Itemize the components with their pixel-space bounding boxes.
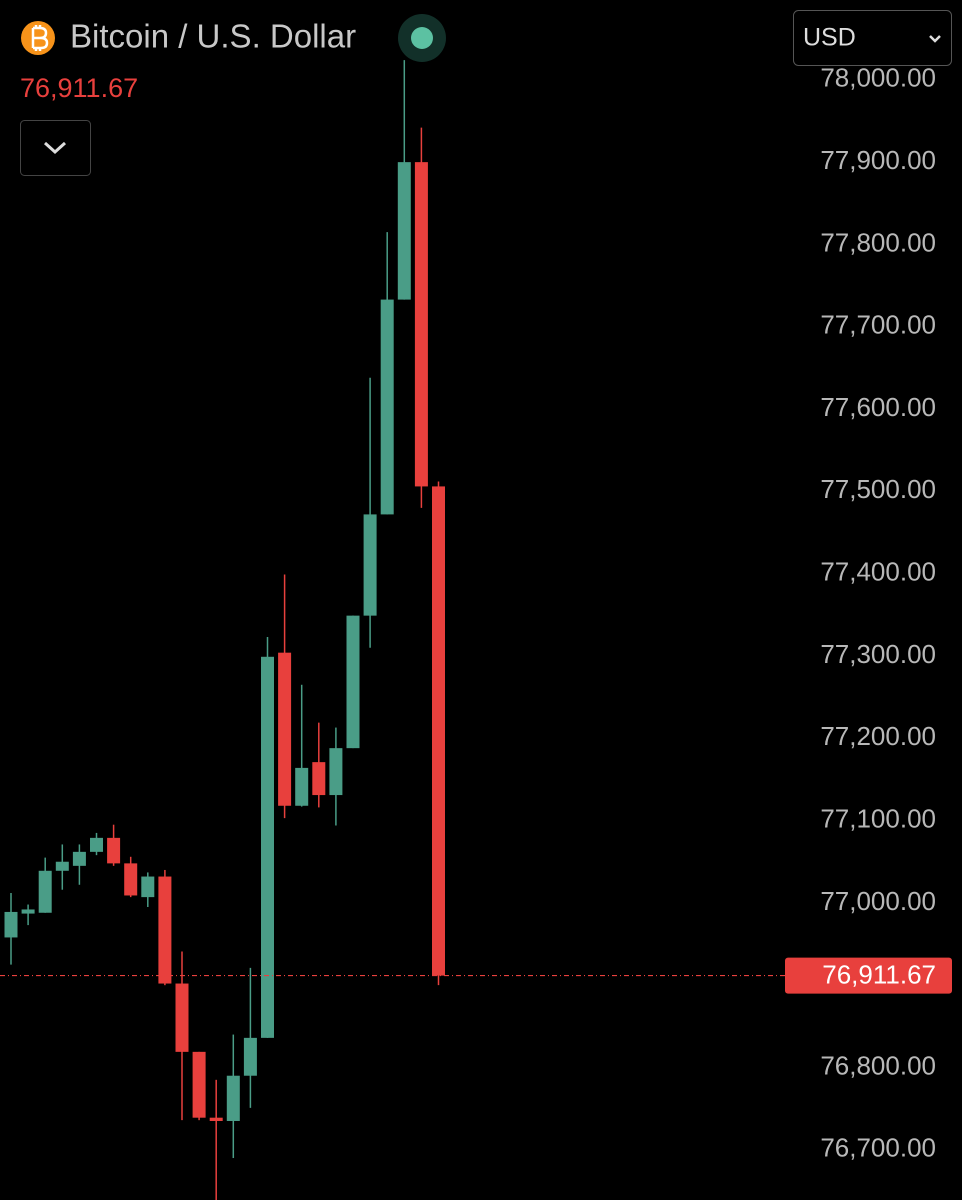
candle-body: [380, 299, 394, 515]
y-tick-label: 76,700.00: [820, 1133, 936, 1163]
candle-body: [363, 514, 377, 616]
y-tick-label: 77,900.00: [820, 145, 936, 175]
y-tick-label: 77,100.00: [820, 803, 936, 833]
currency-dropdown[interactable]: USD: [793, 10, 952, 66]
candle-body: [124, 863, 138, 896]
candle-body: [226, 1075, 240, 1121]
candle-body: [158, 876, 172, 984]
y-tick-label: 76,800.00: [820, 1050, 936, 1080]
candle-body: [4, 911, 18, 938]
candle-body: [261, 656, 274, 1038]
plot-area: [4, 60, 445, 1200]
y-tick-label: 77,300.00: [820, 639, 936, 669]
candle-body: [175, 983, 189, 1052]
dropdown-frame: [793, 10, 952, 66]
dropdown-arrow: [929, 35, 941, 43]
y-tick-label: 77,700.00: [820, 310, 936, 340]
candle-body: [55, 861, 69, 871]
y-tick-label: 77,500.00: [820, 474, 936, 504]
status-dot: [411, 27, 433, 49]
header-price: 76,911.67: [20, 73, 138, 103]
candle-body: [432, 486, 445, 976]
candle-body: [329, 748, 343, 796]
candle-body: [295, 767, 309, 806]
candle-body: [312, 762, 326, 796]
candle-body: [141, 876, 155, 898]
candle-body: [243, 1037, 257, 1076]
candle-body: [346, 615, 360, 749]
y-tick-label: 77,600.00: [820, 392, 936, 422]
button-frame: [20, 120, 91, 176]
candle-body: [90, 837, 103, 852]
candle-body: [21, 909, 35, 914]
collapse-button[interactable]: [20, 120, 91, 176]
y-tick-label: 78,000.00: [820, 63, 936, 93]
candle-body: [192, 1051, 206, 1118]
chart-title: Bitcoin / U.S. Dollar: [70, 18, 356, 55]
last-price-tag: [785, 957, 952, 994]
last-price-label: 76,911.67: [822, 959, 936, 989]
candle-body: [38, 870, 52, 913]
candle-body: [107, 837, 121, 864]
chevron: [43, 141, 67, 155]
y-tick-label: 77,200.00: [820, 721, 936, 751]
bitcoin-glyph: [31, 25, 49, 51]
y-tick-label: 77,800.00: [820, 227, 936, 257]
candle-body: [278, 652, 292, 806]
y-tick-label: 77,400.00: [820, 557, 936, 587]
candle-body: [414, 162, 428, 487]
candle-body: [72, 851, 86, 866]
candle-body: [397, 162, 411, 300]
y-tick-label: 77,000.00: [820, 886, 936, 916]
dropdown-value: USD: [803, 24, 856, 52]
candle-body: [209, 1117, 223, 1121]
